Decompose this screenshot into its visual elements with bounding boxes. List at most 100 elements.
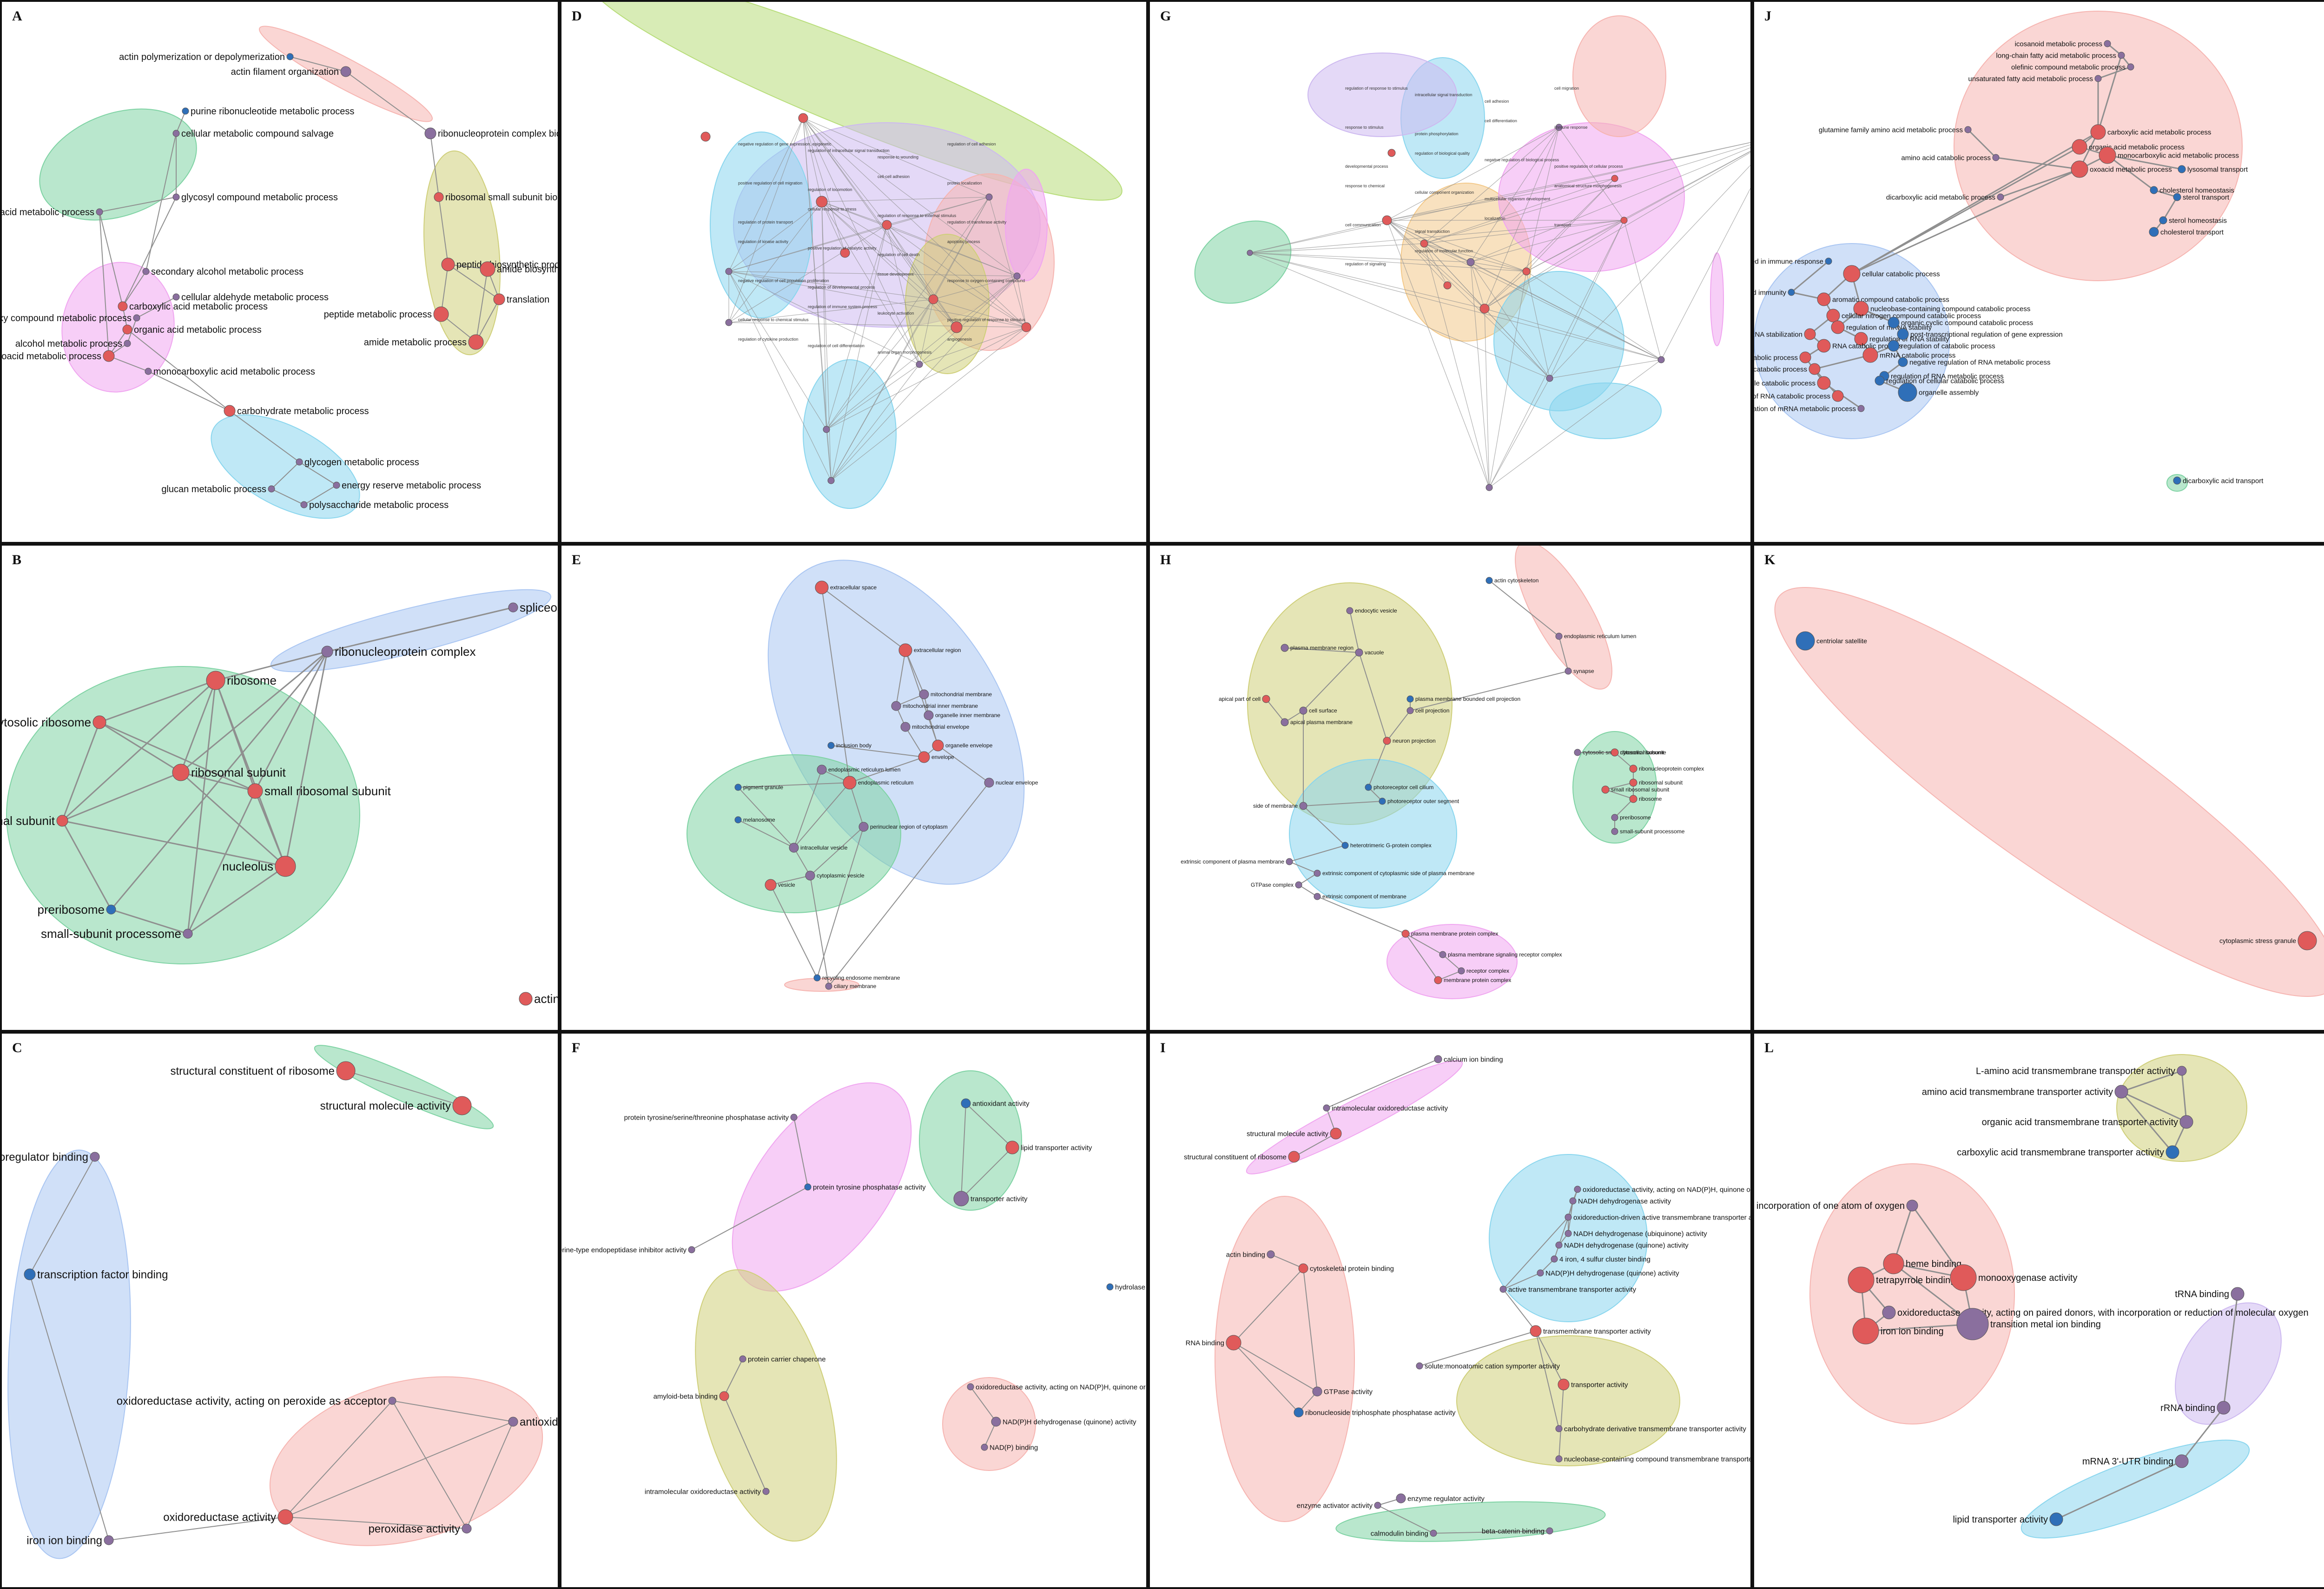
network-edge [1470,262,1527,272]
network-edge [1438,970,1462,981]
node-label: structural constituent of ribosome [171,1065,335,1077]
node-label: NAD(P)H dehydrogenase (quinone) activity [1003,1418,1136,1426]
network-edge [187,680,217,934]
network-edge [886,224,934,300]
network-edge [1661,188,1750,360]
network-edge [1442,954,1462,971]
panel-h: actin cytoskeleton endoplasmic reticulum … [1148,544,1752,1032]
node-label: transporter activity [1571,1381,1628,1389]
network-edge [821,201,845,253]
node-label: cholesterol homeostasis [2159,186,2234,194]
node-label: antioxidant activity [972,1100,1030,1108]
network-node [1555,1455,1563,1463]
panel-e: extracellular space extracellular region m… [560,544,1148,1032]
node-label: cholesterol transport [2160,228,2224,236]
network-node [805,870,815,881]
network-node [56,815,68,827]
network-edge [728,197,990,272]
node-label: amino acid transmembrane transporter act… [1922,1087,2113,1097]
network-node [840,248,850,258]
network-node [1558,1378,1570,1391]
network-node [434,192,444,202]
node-label: actin binding [1226,1251,1265,1259]
network-edge [1419,1331,1536,1366]
network-edge [849,757,924,783]
cluster-ellipse [803,359,897,509]
network-node [2071,160,2088,178]
network-node [468,334,484,350]
node-label: endocytic vesicle [1355,607,1397,614]
node-label: cytosolic small ribosomal subunit [1583,749,1664,756]
node-label: pigment granule [743,784,783,791]
network-node [1406,695,1414,703]
network-edge [180,771,256,792]
network-edge [180,651,328,773]
network-edge [2162,197,2178,221]
network-node [104,1535,114,1545]
cluster-ellipse [7,1149,131,1559]
node-label: actin polymerization or depolymerization [119,52,285,62]
cluster-ellipse [1456,1335,1680,1466]
panel-letter: C [12,1040,22,1055]
network-node [24,1268,36,1280]
network-node [172,130,180,137]
network-edge [728,271,920,365]
network-edge [290,56,346,72]
cluster-ellipse [1572,15,1666,137]
node-label: recycling endosome membrane [822,975,900,981]
node-label: oxidoreductase activity, acting on NAD(P… [976,1383,1148,1391]
network-edge [122,197,177,307]
network-node [1825,257,1832,265]
node-label: ribonucleoprotein complex biogenesis [438,129,560,139]
network-node [1875,376,1885,386]
network-node [1346,607,1353,614]
node-label: carboxylic acid metabolic process [2107,128,2211,136]
node-label: heterocycle catabolic process [1754,379,1816,387]
node-label: small-subunit processome [41,927,181,941]
network-node [333,481,340,489]
network-edge [215,680,286,867]
cluster-ellipse [1954,11,2243,281]
node-label: iron ion binding [26,1534,102,1547]
node-label: lipid transporter activity [1021,1144,1092,1152]
node-label: nucleobase-containing compound catabolic… [1870,305,2030,313]
network-edge [770,884,818,978]
network-node [1387,149,1396,157]
node-label: heme binding [1906,1259,1961,1269]
network-node [1611,828,1618,835]
node-label: vacuole [1365,649,1384,656]
network-edge [148,371,230,411]
network-edge [392,1400,467,1529]
network-edge [728,271,832,481]
network-node [462,1523,472,1534]
network-node [2175,1454,2189,1468]
node-label: synapse [1573,668,1594,674]
network-edge [271,488,304,505]
network-edge [821,201,1027,328]
node-label: cytoplasmic vesicle [817,872,865,879]
network-edge [1386,220,1448,286]
network-edge [728,271,1027,328]
network-edge [817,826,864,978]
node-label: glutamine family amino acid metabolic pr… [1819,126,1963,134]
network-edge [1470,147,1750,263]
network-edge [327,607,514,653]
network-node [1281,644,1289,652]
network-node [1862,347,1878,363]
node-label: alcohol metabolic process [15,339,122,349]
node-label: polysaccharide metabolic process [309,500,449,510]
network-edge [1386,710,1411,741]
node-label: regulation of RNA metabolic process [1891,372,2004,380]
node-label: glucan metabolic process [161,484,266,495]
network-node [122,324,132,335]
node-label: organic acid transmembrane transporter a… [1982,1117,2178,1127]
network-edge [1503,1217,1569,1290]
network-edge [821,201,920,365]
network-graph [1194,15,1750,491]
cluster-ellipse [1774,587,2324,997]
node-label: beta-catenin binding [1482,1527,1545,1535]
node-label: GTPase activity [1324,1388,1373,1396]
node-label: ribosome [227,673,277,687]
